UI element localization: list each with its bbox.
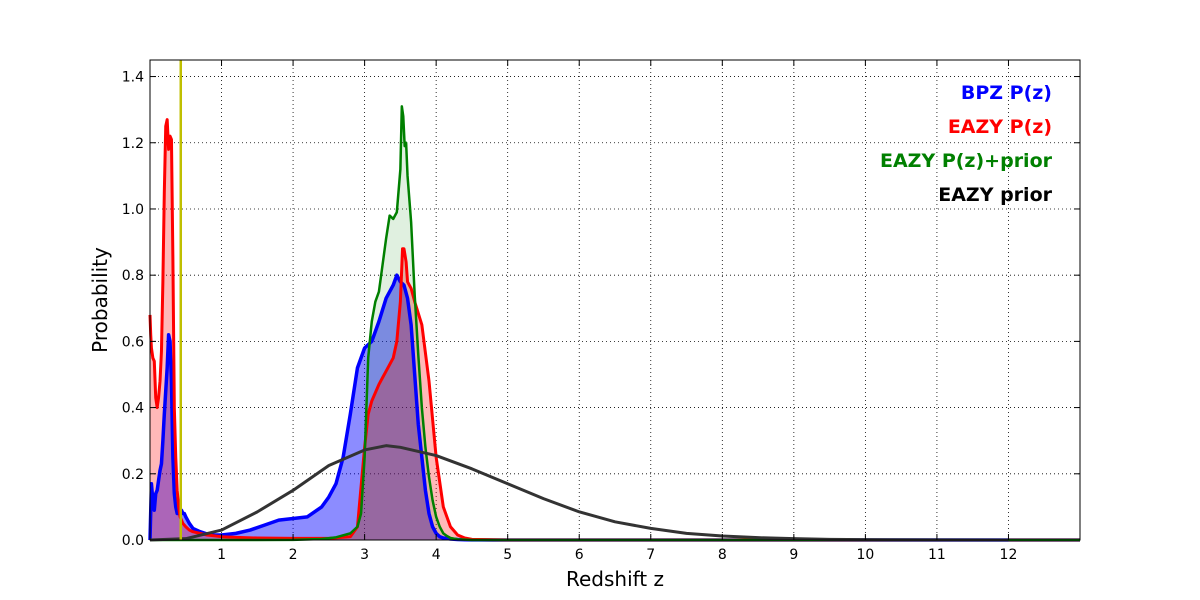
- y-tick-label: 1.4: [122, 70, 144, 86]
- series-lines: [148, 105, 1080, 542]
- y-tick-label: 0.8: [122, 268, 144, 284]
- y-axis-title: Probability: [88, 247, 112, 353]
- series-fills: [150, 106, 1080, 540]
- x-tick-label: 7: [646, 547, 655, 563]
- y-tick-label: 1.0: [122, 202, 144, 218]
- x-tick-label: 3: [360, 547, 369, 563]
- series-line-eazy-prior: [149, 444, 1009, 542]
- x-tick-label: 5: [503, 547, 512, 563]
- legend-entry-bpz-p-z: BPZ P(z): [961, 82, 1052, 104]
- y-tick-label: 0.6: [122, 334, 144, 350]
- legend-entry-eazy-p-z-prior: EAZY P(z)+prior: [880, 150, 1053, 172]
- x-axis-title: Redshift z: [566, 567, 664, 591]
- y-tick-label: 1.2: [122, 136, 144, 152]
- legend-entry-eazy-p-z: EAZY P(z): [948, 116, 1052, 138]
- plot-background: [150, 60, 1080, 540]
- x-tick-label: 1: [217, 547, 226, 563]
- y-tick-label: 0.4: [122, 401, 144, 417]
- y-tick-label: 0.2: [122, 467, 144, 483]
- legend-entry-eazy-prior: EAZY prior: [938, 184, 1052, 206]
- series-line-eazy-p-z-prior: [150, 105, 1080, 542]
- axis-ticks: 1 2 3 4 5 6 7 8 9 10 11 120.00.20.40.60.81.01.21.4: [122, 60, 1080, 563]
- series-area-eazy-p-z-prior: [150, 106, 1080, 540]
- plot-frame: [149, 59, 1081, 541]
- legend: BPZ P(z) EAZY P(z) EAZY P(z)+prior EAZY pri…: [880, 82, 1053, 206]
- series-area-eazy-p-z: [150, 119, 1080, 540]
- x-tick-label: 12: [1000, 547, 1018, 563]
- y-tick-label: 0.0: [122, 533, 144, 549]
- x-tick-label: 6: [575, 547, 584, 563]
- series-line-eazy-p-z: [148, 118, 1080, 542]
- series-line-bpz-p-z: [148, 273, 1080, 542]
- x-tick-label: 10: [856, 547, 874, 563]
- x-tick-label: 9: [789, 547, 798, 563]
- x-tick-label: 2: [289, 547, 298, 563]
- x-tick-label: 11: [928, 547, 946, 563]
- x-tick-label: 4: [432, 547, 441, 563]
- x-tick-label: 8: [718, 547, 727, 563]
- series-area-bpz-p-z: [150, 275, 1080, 540]
